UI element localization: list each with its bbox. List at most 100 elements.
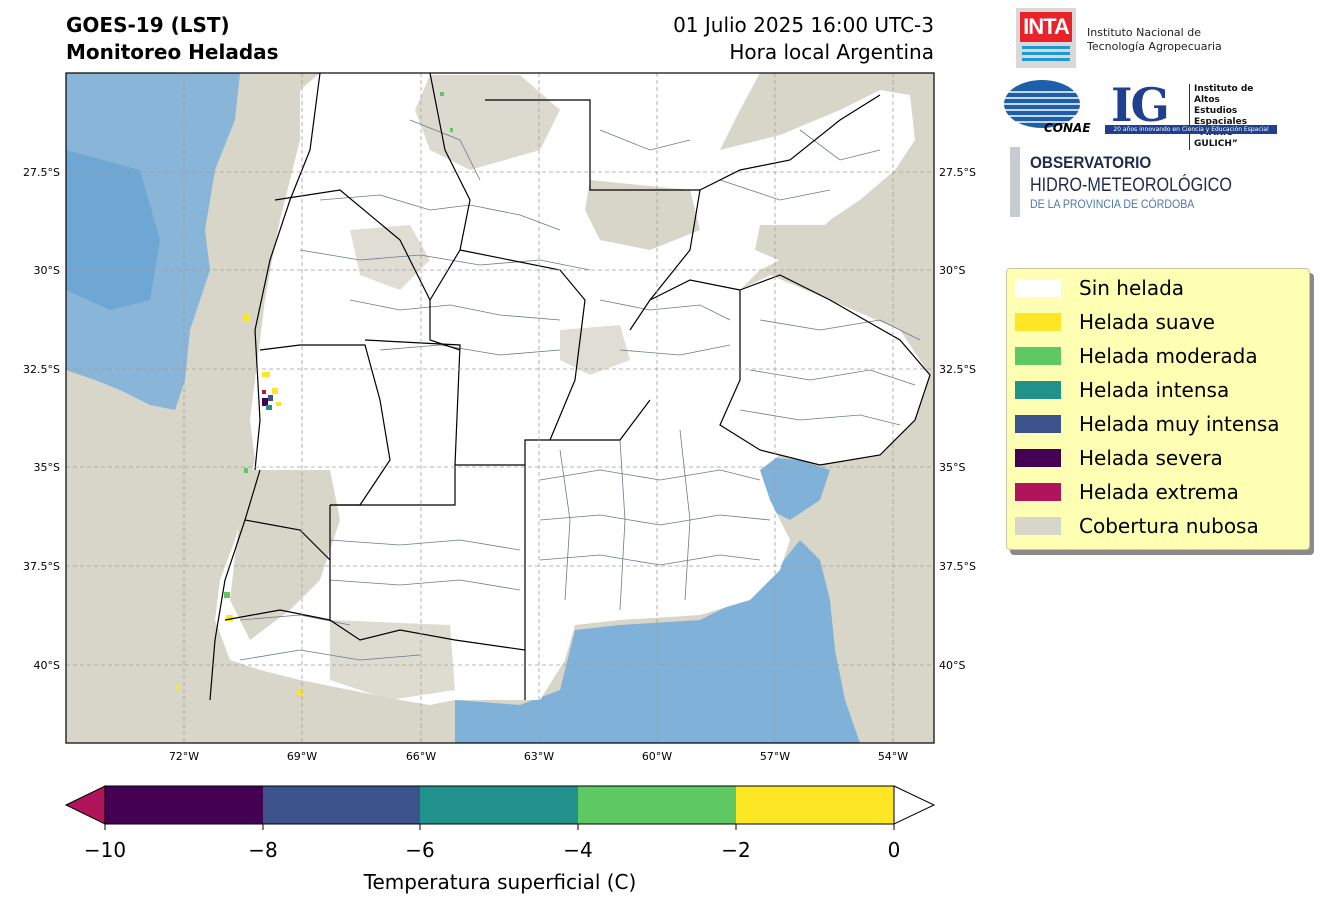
legend-label: Helada severa: [1079, 446, 1223, 470]
legend-label: Helada intensa: [1079, 378, 1230, 402]
legend-label: Helada suave: [1079, 310, 1215, 334]
colorbar-segment-moderada: [578, 786, 736, 824]
lat-tick-left-30s: 30°S: [34, 264, 60, 277]
observatorio-line2: HIDRO-METEOROLÓGICO: [1030, 175, 1232, 196]
frost-very-intense-1: [268, 395, 273, 401]
title-line-product: Monitoreo Heladas: [66, 40, 279, 64]
lon-tick-69w: 69°W: [287, 750, 317, 763]
conae-text: CONAE: [1044, 121, 1091, 135]
title-line-satellite: GOES-19 (LST): [66, 13, 230, 37]
inta-logo: INTA: [1016, 8, 1076, 68]
colorbar-extend-high: [893, 785, 936, 825]
lon-tick-72w: 72°W: [169, 750, 199, 763]
frost-moderate-3: [440, 92, 444, 96]
ig-name-line1: Instituto de Altos: [1194, 84, 1254, 105]
ig-logo: IG Instituto de Altos Estudios Espaciale…: [1105, 78, 1277, 150]
frost-intense-1: [266, 405, 272, 410]
observatorio-bar: [1010, 147, 1020, 217]
ig-band: 20 años innovando en Ciencia y Educación…: [1105, 125, 1277, 134]
lat-tick-right-35s: 35°S: [939, 461, 965, 474]
colorbar-frame: [104, 785, 895, 825]
lon-tick-labels: 72°W 69°W 66°W 63°W 60°W 57°W 54°W: [169, 750, 908, 763]
lat-tick-right-30s: 30°S: [939, 264, 965, 277]
legend-swatch: [1015, 517, 1061, 535]
colorbar-segment-severa: [105, 786, 263, 824]
frost-mild-6: [298, 690, 303, 695]
frost-mild-3: [276, 402, 281, 406]
lon-tick-54w: 54°W: [878, 750, 908, 763]
department-boundaries: [239, 119, 921, 661]
lon-tick-57w: 57°W: [760, 750, 790, 763]
colorbar-tick-label-minus6: −6: [405, 838, 435, 862]
lat-tick-right-27-5s: 27.5°S: [939, 166, 976, 179]
colorbar-extend-low: [64, 785, 106, 825]
timezone-text: Hora local Argentina: [729, 40, 934, 64]
colorbar-tick-label-minus8: −8: [248, 838, 278, 862]
legend-item-helada-moderada: Helada moderada: [1015, 343, 1258, 369]
observatorio-line3: DE LA PROVINCIA DE CÓRDOBA: [1030, 197, 1195, 211]
inta-logo-mark: INTA: [1016, 8, 1076, 68]
colorbar-segment-intensa: [420, 786, 578, 824]
cloud-southwest: [230, 470, 340, 640]
lat-tick-left-40s: 40°S: [34, 659, 60, 672]
legend-item-helada-intensa: Helada intensa: [1015, 377, 1229, 403]
cloud-north: [415, 75, 560, 170]
lat-tick-left-35s: 35°S: [34, 461, 60, 474]
frost-moderate-4: [450, 128, 453, 132]
map-title: GOES-19 (LST) Monitoreo Heladas: [66, 12, 279, 66]
legend-item-helada-extrema: Helada extrema: [1015, 479, 1239, 505]
lon-tick-63w: 63°W: [524, 750, 554, 763]
cloud-northeast: [755, 225, 934, 285]
frost-mild-5: [226, 615, 233, 621]
inta-name: Instituto Nacional de Tecnología Agropec…: [1087, 26, 1222, 54]
legend-label: Cobertura nubosa: [1079, 514, 1259, 538]
legend-item-cobertura-nubosa: Cobertura nubosa: [1015, 513, 1259, 539]
inta-name-line1: Instituto Nacional de: [1087, 26, 1201, 39]
legend-label: Helada moderada: [1079, 344, 1258, 368]
legend-swatch: [1015, 279, 1061, 297]
cloud-chaco: [585, 180, 700, 250]
colorbar-tick-label-0: 0: [887, 838, 901, 862]
legend: Sin helada Helada suave Helada moderada …: [1006, 268, 1310, 550]
legend-label: Helada muy intensa: [1079, 412, 1280, 436]
frost-mild-2: [272, 388, 278, 394]
province-boundaries: [209, 73, 931, 701]
datetime-text: 01 Julio 2025 16:00 UTC-3: [673, 13, 934, 37]
legend-item-helada-suave: Helada suave: [1015, 309, 1215, 335]
legend-swatch: [1015, 313, 1061, 331]
ig-name: Instituto de Altos Estudios Espaciales “…: [1189, 84, 1277, 150]
lat-tick-right-40s: 40°S: [939, 659, 965, 672]
gridlines: [66, 73, 934, 743]
observatorio-line1: OBSERVATORIO: [1030, 153, 1152, 172]
frost-moderate-1: [244, 468, 248, 473]
frost-mild-1: [244, 313, 250, 322]
frost-mild-4: [262, 372, 270, 377]
lat-tick-labels-left: 27.5°S 30°S 32.5°S 35°S 37.5°S 40°S: [23, 166, 60, 672]
lat-tick-left-32-5s: 32.5°S: [23, 363, 60, 376]
colorbar-tick-label-minus4: −4: [563, 838, 593, 862]
frost-severe-1: [262, 398, 268, 406]
colorbar-tick-label-minus2: −2: [721, 838, 751, 862]
lon-tick-66w: 66°W: [406, 750, 436, 763]
cloud-patagonia: [66, 540, 210, 710]
legend-label: Helada extrema: [1079, 480, 1239, 504]
colorbar-tick-label-minus10: −10: [83, 838, 127, 862]
inta-logo-text: INTA: [1020, 12, 1072, 42]
rio-de-la-plata: [740, 455, 830, 520]
ig-name-line2: Estudios Espaciales: [1194, 106, 1248, 127]
frost-moderate-2: [224, 592, 230, 598]
lat-tick-left-27-5s: 27.5°S: [23, 166, 60, 179]
colorbar-segment-suave: [736, 786, 894, 824]
legend-item-helada-severa: Helada severa: [1015, 445, 1223, 471]
legend-label: Sin helada: [1079, 276, 1185, 300]
frost-mild-7: [176, 685, 180, 689]
conae-logo: CONAE: [1004, 80, 1094, 140]
legend-swatch: [1015, 415, 1061, 433]
lat-tick-left-37-5s: 37.5°S: [23, 560, 60, 573]
legend-item-sin-helada: Sin helada: [1015, 275, 1184, 301]
colorbar: [64, 785, 936, 830]
lat-tick-right-37-5s: 37.5°S: [939, 560, 976, 573]
lon-tick-60w: 60°W: [642, 750, 672, 763]
lat-tick-right-32-5s: 32.5°S: [939, 363, 976, 376]
